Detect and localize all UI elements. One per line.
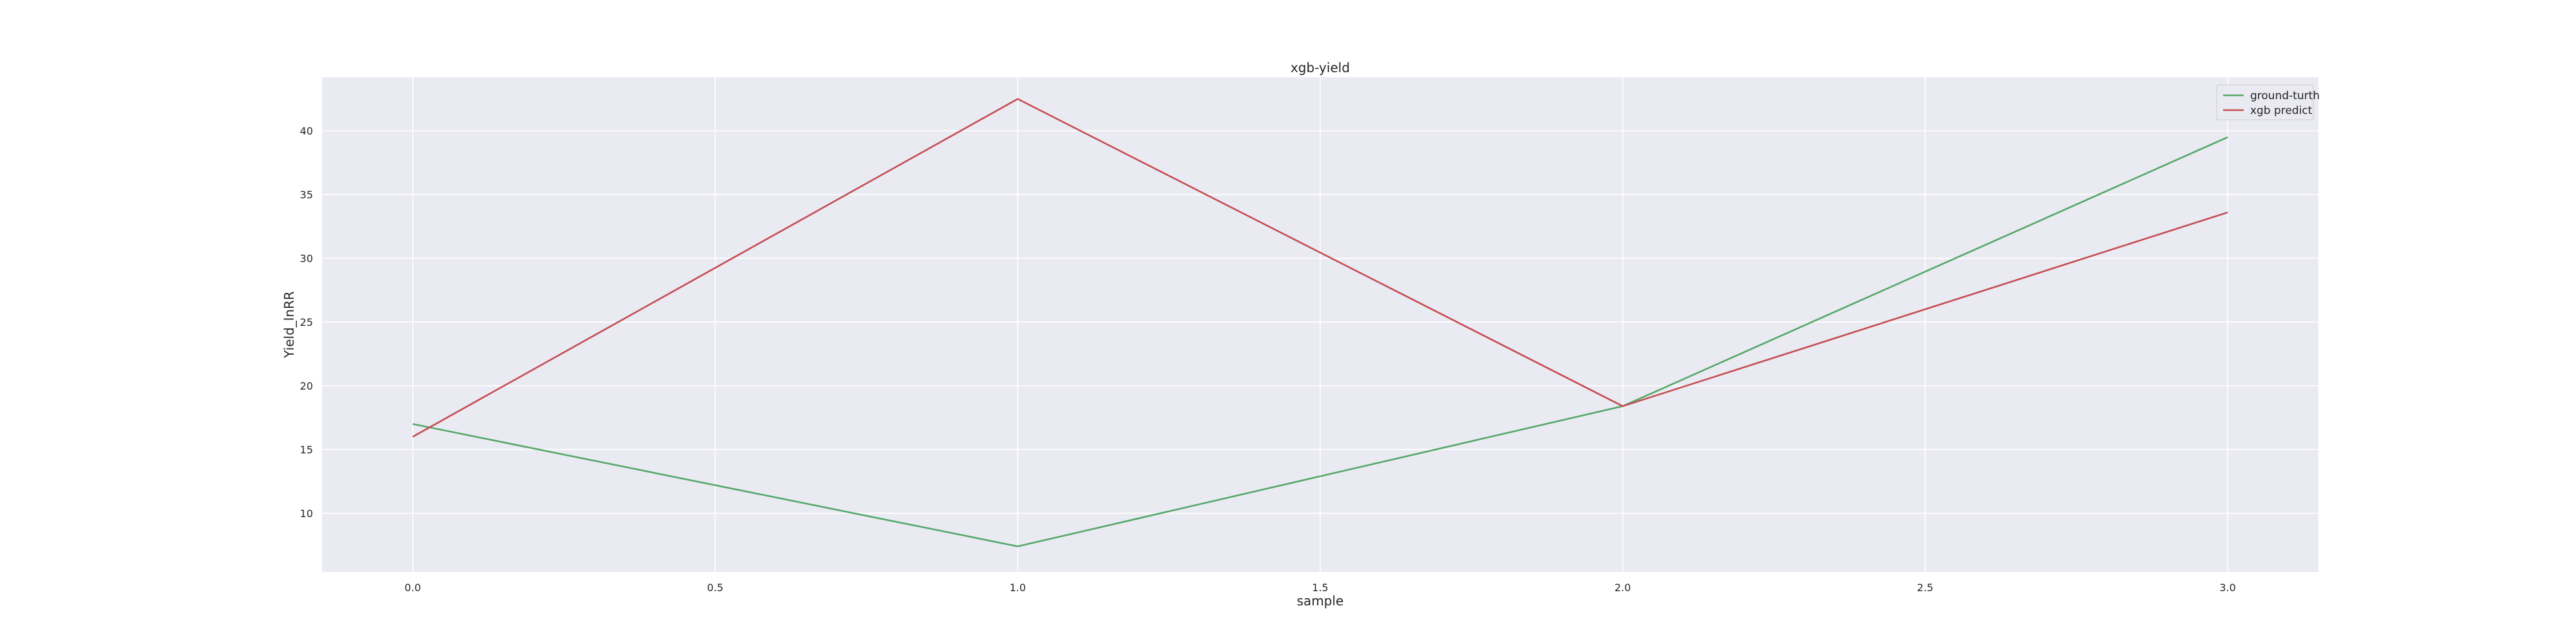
x-tick-labels: 0.0 0.5 1.0 1.5 2.0 2.5 3.0 (404, 582, 2236, 594)
legend-label: ground-turth (2250, 90, 2320, 102)
y-axis-title: Yield_lnRR (281, 291, 297, 359)
x-tick-label: 1.5 (1312, 582, 1328, 594)
y-tick-label: 15 (300, 444, 313, 456)
x-gridlines (412, 77, 2228, 572)
y-tick-label: 30 (300, 252, 313, 265)
y-tick-label: 25 (300, 316, 313, 328)
x-tick-label: 2.0 (1615, 582, 1631, 594)
x-tick-label: 0.0 (404, 582, 421, 594)
y-tick-label: 10 (300, 507, 313, 520)
x-tick-label: 0.5 (707, 582, 723, 594)
x-tick-label: 1.0 (1010, 582, 1026, 594)
legend-label: xgb predict (2250, 104, 2313, 117)
series-layer (412, 98, 2228, 547)
y-tick-label: 40 (300, 125, 313, 137)
y-gridlines (322, 130, 2318, 514)
legend-box (2216, 84, 2314, 120)
chart-title: xgb-yield (1291, 60, 1350, 75)
y-tick-labels: 10 15 20 25 30 35 40 (300, 125, 313, 520)
x-axis-title: sample (1297, 593, 1344, 609)
legend: ground-turth xgb predict (2216, 84, 2320, 120)
series-line-1 (412, 136, 2228, 547)
y-tick-label: 20 (300, 380, 313, 392)
y-tick-label: 35 (300, 189, 313, 201)
x-tick-label: 2.5 (1917, 582, 1933, 594)
x-tick-label: 3.0 (2219, 582, 2235, 594)
series-line-2 (412, 98, 2228, 438)
